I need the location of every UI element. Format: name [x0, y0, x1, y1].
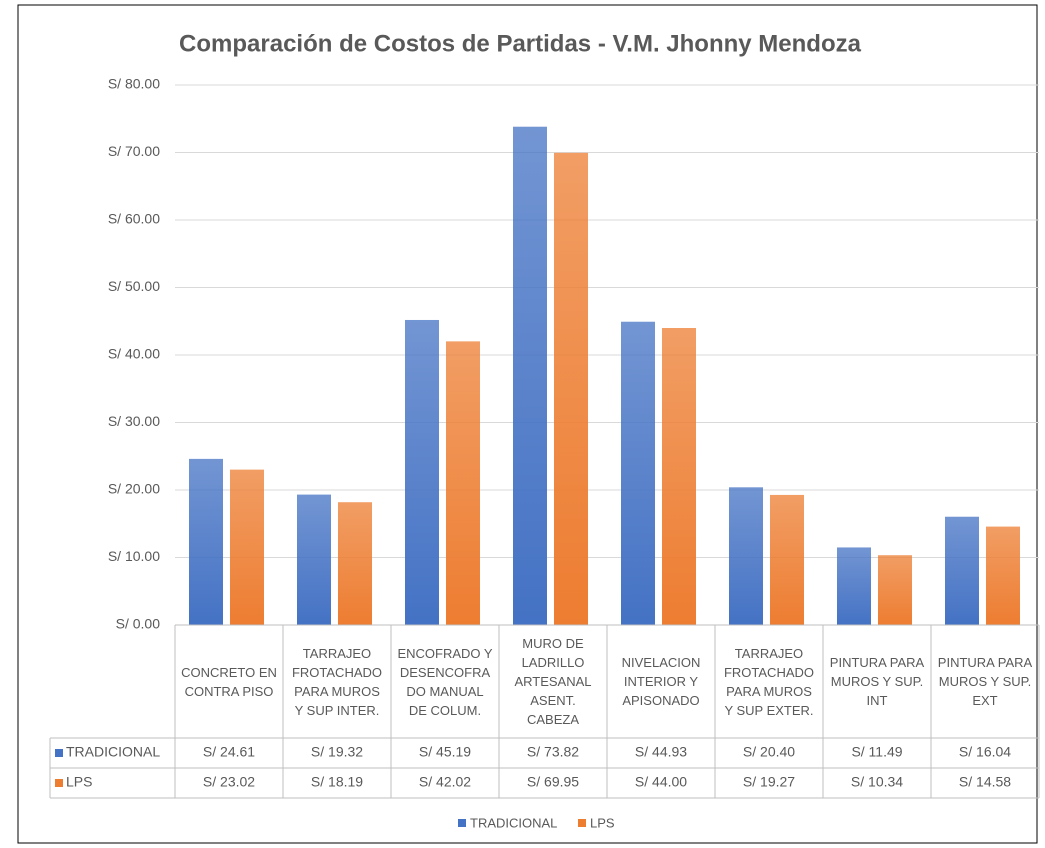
- table-value: S/ 23.02: [203, 774, 255, 790]
- category-cell: PINTURA PARA MUROS Y SUP. INT: [829, 655, 925, 708]
- bar: [770, 494, 804, 625]
- category-cell: MURO DE LADRILLO ARTESANAL ASENT. CABEZA: [514, 636, 592, 727]
- x-tick-label: PINTURA PARA MUROS Y SUP. INT: [829, 655, 925, 708]
- bar: [446, 341, 480, 625]
- bar: [878, 555, 912, 625]
- y-tick-label: S/ 40.00: [108, 346, 160, 362]
- legend-label: TRADICIONAL: [470, 815, 557, 830]
- table-value: S/ 14.58: [959, 774, 1011, 790]
- table-value: S/ 42.02: [419, 774, 471, 790]
- table-value: S/ 18.19: [311, 774, 363, 790]
- category-cell: TARRAJEO FROTACHADO PARA MUROS Y SUP INT…: [291, 645, 383, 718]
- bar: [297, 494, 331, 625]
- bar: [621, 321, 655, 625]
- y-tick-label: S/ 60.00: [108, 211, 160, 227]
- table-value: S/ 19.27: [743, 774, 795, 790]
- table-series-name: TRADICIONAL: [66, 744, 160, 760]
- bar: [189, 458, 223, 625]
- bar: [837, 547, 871, 625]
- category-cell: NIVELACION INTERIOR Y APISONADO: [621, 655, 701, 708]
- y-tick-label: S/ 70.00: [108, 143, 160, 159]
- legend-key: [458, 819, 466, 827]
- table-key: [55, 779, 63, 787]
- y-tick-label: S/ 80.00: [108, 76, 160, 92]
- category-cell: TARRAJEO FROTACHADO PARA MUROS Y SUP EXT…: [723, 645, 815, 718]
- bar: [405, 319, 439, 625]
- bar: [513, 126, 547, 625]
- bar: [338, 502, 372, 625]
- y-tick-label: S/ 30.00: [108, 413, 160, 429]
- legend-label: LPS: [590, 815, 615, 830]
- x-tick-label: MURO DE LADRILLO ARTESANAL ASENT. CABEZA: [514, 636, 592, 727]
- x-tick-label: ENCOFRADO Y DESENCOFRADO MANUAL DE COLUM…: [397, 645, 493, 718]
- table-value: S/ 69.95: [527, 774, 579, 790]
- bar: [986, 526, 1020, 625]
- table-value: S/ 16.04: [959, 744, 1011, 760]
- chart-title: Comparación de Costos de Partidas - V.M.…: [179, 30, 862, 57]
- table-value: S/ 45.19: [419, 744, 471, 760]
- y-tick-label: S/ 10.00: [108, 548, 160, 564]
- bar: [230, 469, 264, 625]
- table-value: S/ 24.61: [203, 744, 255, 760]
- x-tick-label: TARRAJEO FROTACHADO PARA MUROS Y SUP EXT…: [723, 645, 815, 718]
- bar: [729, 487, 763, 625]
- x-tick-label: TARRAJEO FROTACHADO PARA MUROS Y SUP INT…: [291, 645, 383, 718]
- x-tick-label: CONCRETO EN CONTRA PISO: [181, 664, 277, 699]
- table-value: S/ 19.32: [311, 744, 363, 760]
- y-tick-label: S/ 0.00: [116, 616, 161, 632]
- category-cell: PINTURA PARA MUROS Y SUP. EXT: [937, 655, 1033, 708]
- table-value: S/ 10.34: [851, 774, 903, 790]
- legend-key: [578, 819, 586, 827]
- table-value: S/ 44.93: [635, 744, 687, 760]
- table-key: [55, 749, 63, 757]
- category-cell: ENCOFRADO Y DESENCOFRADO MANUAL DE COLUM…: [397, 645, 493, 718]
- table-series-name: LPS: [66, 774, 92, 790]
- table-value: S/ 44.00: [635, 774, 687, 790]
- y-tick-label: S/ 20.00: [108, 481, 160, 497]
- bar: [945, 516, 979, 625]
- x-tick-label: NIVELACION INTERIOR Y APISONADO: [621, 655, 701, 708]
- bar: [554, 152, 588, 625]
- x-tick-label: PINTURA PARA MUROS Y SUP. EXT: [937, 655, 1033, 708]
- table-value: S/ 20.40: [743, 744, 795, 760]
- bar: [662, 328, 696, 625]
- table-value: S/ 11.49: [851, 744, 902, 760]
- table-value: S/ 73.82: [527, 744, 579, 760]
- category-cell: CONCRETO EN CONTRA PISO: [181, 664, 277, 699]
- y-tick-label: S/ 50.00: [108, 278, 160, 294]
